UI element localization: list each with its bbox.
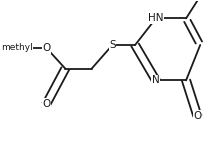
Text: O: O — [193, 111, 202, 121]
Text: S: S — [109, 40, 116, 50]
Text: O: O — [42, 43, 51, 53]
Text: N: N — [152, 75, 160, 85]
Text: O: O — [42, 99, 51, 109]
Text: methyl: methyl — [2, 43, 33, 52]
Text: HN: HN — [148, 13, 164, 23]
